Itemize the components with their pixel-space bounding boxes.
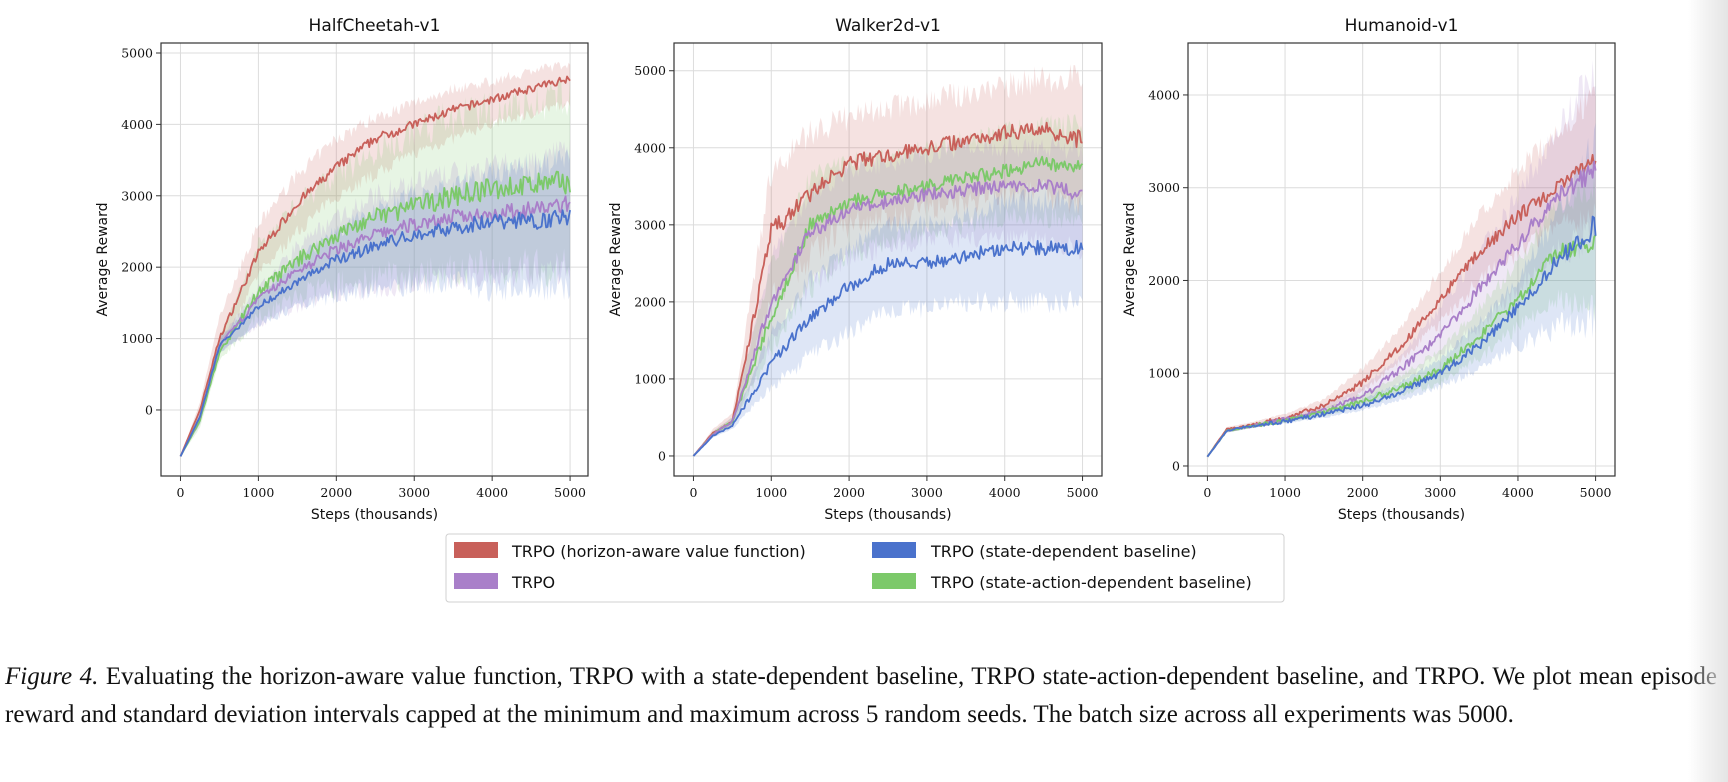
page-edge-shadow: [1688, 0, 1728, 782]
line-state: [1206, 215, 1597, 458]
x-tick-label: 4000: [989, 485, 1021, 500]
x-tick-label: 1000: [1269, 485, 1301, 500]
x-tick-label: 2000: [833, 485, 865, 500]
x-tick-label: 0: [689, 485, 697, 500]
chart-title: Humanoid-v1: [1345, 16, 1459, 36]
y-tick-label: 4000: [1148, 87, 1180, 102]
y-tick-label: 5000: [634, 63, 666, 78]
band-state: [1207, 123, 1596, 457]
x-tick-label: 5000: [554, 485, 586, 500]
y-tick-label: 0: [1172, 458, 1180, 473]
x-tick-label: 0: [177, 485, 185, 500]
y-tick-label: 2000: [121, 260, 153, 275]
y-tick-label: 1000: [634, 371, 666, 386]
band-horizon: [693, 64, 1083, 456]
line-state_action: [692, 155, 1084, 457]
chart-panel-1: 0 1000 2000 3000 4000 5000 0 1000 2000 3000 4000 50…: [608, 16, 1103, 523]
x-tick-label: 4000: [1502, 485, 1534, 500]
legend-label-trpo: TRPO: [511, 573, 555, 592]
legend-swatch-state-action: [872, 573, 916, 589]
band-state_action: [180, 76, 571, 457]
x-tick-label: 0: [1203, 485, 1211, 500]
y-tick-label: 4000: [634, 140, 666, 155]
line-trpo: [179, 195, 571, 457]
chart-panel-2: 0 1000 2000 3000 4000 5000 0 1000 2000 3000 4000 Hu…: [1122, 16, 1616, 523]
axes-frame: [1187, 42, 1616, 477]
y-tick-label: 0: [145, 402, 153, 417]
x-axis-label: Steps (thousands): [1338, 507, 1465, 523]
y-tick-label: 5000: [121, 45, 153, 60]
y-tick-label: 1000: [121, 331, 153, 346]
legend-swatch-trpo: [454, 573, 498, 589]
legend-swatch-state: [872, 542, 916, 558]
x-tick-label: 1000: [242, 485, 274, 500]
y-tick-label: 3000: [634, 217, 666, 232]
x-tick-label: 5000: [1067, 485, 1099, 500]
axes-frame: [673, 42, 1103, 477]
y-tick-label: 1000: [1148, 366, 1180, 381]
y-axis-label: Average Reward: [1122, 202, 1138, 316]
band-trpo: [1207, 60, 1596, 457]
figure-caption: Figure 4. Evaluating the horizon-aware v…: [5, 658, 1717, 733]
chart-title: Walker2d-v1: [835, 16, 941, 36]
y-tick-label: 2000: [634, 294, 666, 309]
caption-text: Evaluating the horizon-aware value funct…: [5, 663, 1717, 728]
line-trpo: [692, 178, 1083, 457]
caption-label: Figure 4.: [5, 663, 99, 690]
legend-label-state-action: TRPO (state-action-dependent baseline): [930, 573, 1252, 592]
line-state: [692, 239, 1084, 457]
band-state_action: [1207, 174, 1596, 457]
y-tick-label: 4000: [121, 117, 153, 132]
legend-label-horizon: TRPO (horizon-aware value function): [511, 542, 806, 561]
line-horizon: [179, 75, 571, 457]
band-state: [693, 189, 1083, 456]
y-tick-label: 3000: [1148, 180, 1180, 195]
figure-4-charts: 0 1000 2000 3000 4000 5000 0 1000 2000 3000 4000 50…: [95, 16, 1616, 603]
x-tick-label: 2000: [320, 485, 352, 500]
x-tick-label: 4000: [476, 485, 508, 500]
legend-label-state: TRPO (state-dependent baseline): [930, 542, 1197, 561]
y-tick-label: 0: [658, 448, 666, 463]
legend: TRPO (horizon-aware value function) TRPO…: [445, 533, 1285, 603]
legend-frame: [445, 533, 1285, 603]
y-axis-label: Average Reward: [95, 202, 111, 316]
x-tick-label: 3000: [398, 485, 430, 500]
axes-frame: [160, 42, 589, 477]
band-state_action: [693, 113, 1083, 456]
y-tick-label: 3000: [121, 188, 153, 203]
x-tick-label: 1000: [755, 485, 787, 500]
x-axis-label: Steps (thousands): [311, 507, 438, 523]
x-tick-label: 3000: [911, 485, 943, 500]
chart-title: HalfCheetah-v1: [309, 16, 441, 36]
y-axis-label: Average Reward: [608, 202, 624, 316]
line-state_action: [179, 170, 571, 457]
x-tick-label: 2000: [1347, 485, 1379, 500]
y-tick-label: 2000: [1148, 273, 1180, 288]
band-trpo: [693, 136, 1083, 456]
x-tick-label: 3000: [1424, 485, 1456, 500]
chart-panel-0: 0 1000 2000 3000 4000 5000 0 1000 2000 3000 4000 50…: [95, 16, 589, 523]
line-horizon: [692, 121, 1083, 457]
x-axis-label: Steps (thousands): [824, 507, 951, 523]
legend-swatch-horizon: [454, 542, 498, 558]
x-tick-label: 5000: [1580, 485, 1612, 500]
line-state: [179, 209, 571, 457]
